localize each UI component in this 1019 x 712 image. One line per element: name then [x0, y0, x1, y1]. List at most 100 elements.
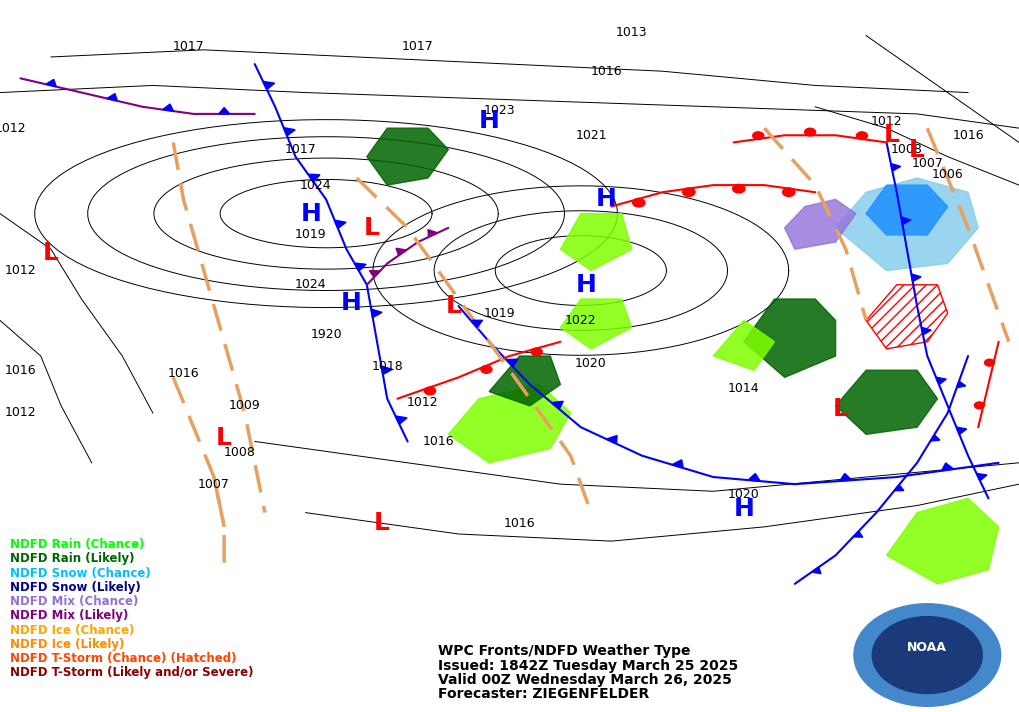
Polygon shape [901, 217, 911, 224]
Text: 1016: 1016 [590, 65, 623, 78]
Text: Issued: 1842Z Tuesday March 25 2025: Issued: 1842Z Tuesday March 25 2025 [438, 659, 739, 673]
Text: H: H [596, 187, 616, 211]
Circle shape [984, 360, 995, 366]
Polygon shape [371, 309, 382, 318]
Polygon shape [895, 485, 904, 491]
Text: 1007: 1007 [911, 157, 944, 170]
Polygon shape [942, 463, 954, 471]
Text: NDFD T-Storm (Likely and/or Severe): NDFD T-Storm (Likely and/or Severe) [10, 666, 254, 679]
Circle shape [733, 184, 745, 193]
Polygon shape [163, 104, 173, 111]
Text: 1019: 1019 [294, 229, 327, 241]
Polygon shape [334, 220, 346, 229]
Circle shape [481, 365, 492, 373]
Text: NDFD Mix (Likely): NDFD Mix (Likely) [10, 609, 128, 622]
Circle shape [633, 199, 645, 207]
Text: 1012: 1012 [407, 396, 439, 409]
Text: 1012: 1012 [870, 115, 903, 127]
Text: NDFD Rain (Chance): NDFD Rain (Chance) [10, 538, 145, 551]
Text: L: L [374, 511, 390, 535]
Circle shape [856, 132, 867, 140]
Text: NOAA: NOAA [907, 642, 948, 654]
Text: L: L [43, 241, 59, 265]
Polygon shape [891, 164, 901, 171]
Circle shape [783, 188, 795, 197]
Polygon shape [263, 81, 274, 90]
Polygon shape [812, 567, 821, 574]
Text: 1023: 1023 [483, 104, 516, 117]
Text: NDFD T-Storm (Chance) (Hatched): NDFD T-Storm (Chance) (Hatched) [10, 652, 236, 665]
Polygon shape [713, 320, 774, 370]
Text: Valid 00Z Wednesday March 26, 2025: Valid 00Z Wednesday March 26, 2025 [438, 673, 732, 687]
Circle shape [531, 348, 542, 356]
Polygon shape [836, 178, 978, 271]
Polygon shape [219, 108, 229, 114]
Polygon shape [866, 185, 948, 235]
Polygon shape [367, 128, 448, 185]
Text: H: H [734, 497, 754, 521]
Polygon shape [606, 436, 618, 444]
Text: NDFD Ice (Likely): NDFD Ice (Likely) [10, 638, 124, 651]
Polygon shape [911, 274, 921, 281]
Text: H: H [576, 273, 596, 297]
Polygon shape [489, 356, 560, 406]
Text: NDFD Mix (Chance): NDFD Mix (Chance) [10, 595, 139, 608]
Text: 1022: 1022 [565, 314, 597, 327]
Polygon shape [355, 263, 366, 271]
Text: 1012: 1012 [4, 264, 37, 277]
Text: 1008: 1008 [891, 143, 923, 156]
Text: NDFD Ice (Chance): NDFD Ice (Chance) [10, 624, 135, 637]
Text: NDFD Snow (Likely): NDFD Snow (Likely) [10, 581, 141, 594]
Text: H: H [479, 109, 499, 133]
Text: 1012: 1012 [0, 122, 26, 135]
Text: WPC Fronts/NDFD Weather Type: WPC Fronts/NDFD Weather Type [438, 644, 691, 659]
Circle shape [425, 387, 435, 394]
Polygon shape [551, 402, 564, 409]
Polygon shape [308, 174, 320, 182]
Text: 1007: 1007 [198, 478, 230, 491]
Polygon shape [560, 214, 632, 271]
Text: L: L [883, 123, 900, 147]
Text: 1016: 1016 [422, 435, 454, 448]
Text: L: L [445, 294, 462, 318]
Polygon shape [46, 79, 56, 87]
Polygon shape [748, 473, 760, 481]
Text: 1016: 1016 [952, 129, 984, 142]
Text: 1017: 1017 [401, 40, 434, 53]
Text: 1020: 1020 [575, 357, 607, 370]
Text: 1024: 1024 [294, 278, 327, 291]
Polygon shape [744, 299, 836, 377]
Text: 1014: 1014 [728, 382, 760, 394]
Text: 1013: 1013 [615, 26, 648, 38]
Polygon shape [976, 473, 987, 481]
Text: 1018: 1018 [371, 360, 404, 373]
Polygon shape [921, 328, 931, 335]
Polygon shape [672, 460, 684, 468]
Polygon shape [471, 320, 483, 328]
Polygon shape [396, 248, 407, 256]
Text: Forecaster: ZIEGENFELDER: Forecaster: ZIEGENFELDER [438, 687, 649, 701]
Circle shape [805, 128, 815, 136]
Circle shape [872, 617, 982, 693]
Polygon shape [930, 435, 940, 441]
Polygon shape [506, 359, 518, 367]
Text: 1020: 1020 [728, 488, 760, 501]
Text: L: L [216, 426, 232, 450]
Text: 1920: 1920 [310, 328, 342, 341]
Text: L: L [909, 137, 925, 162]
Text: 1009: 1009 [228, 399, 261, 412]
Text: H: H [301, 201, 321, 226]
Text: 1024: 1024 [300, 179, 332, 192]
Text: NDFD Snow (Chance): NDFD Snow (Chance) [10, 567, 151, 580]
Text: 1017: 1017 [284, 143, 317, 156]
Polygon shape [853, 531, 863, 537]
Polygon shape [936, 377, 947, 384]
Polygon shape [957, 427, 967, 434]
Text: 1008: 1008 [223, 446, 256, 459]
Polygon shape [428, 230, 437, 237]
Polygon shape [448, 384, 571, 463]
Text: NDFD Rain (Likely): NDFD Rain (Likely) [10, 553, 135, 565]
Text: 1017: 1017 [172, 40, 205, 53]
Text: 1019: 1019 [483, 307, 516, 320]
Polygon shape [887, 498, 999, 584]
